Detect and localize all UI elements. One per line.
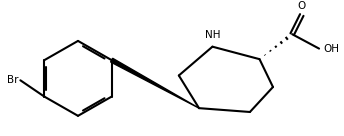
Polygon shape bbox=[111, 58, 199, 108]
Text: OH: OH bbox=[324, 44, 340, 54]
Text: Br: Br bbox=[7, 75, 19, 85]
Text: O: O bbox=[298, 1, 306, 11]
Text: NH: NH bbox=[205, 30, 220, 40]
